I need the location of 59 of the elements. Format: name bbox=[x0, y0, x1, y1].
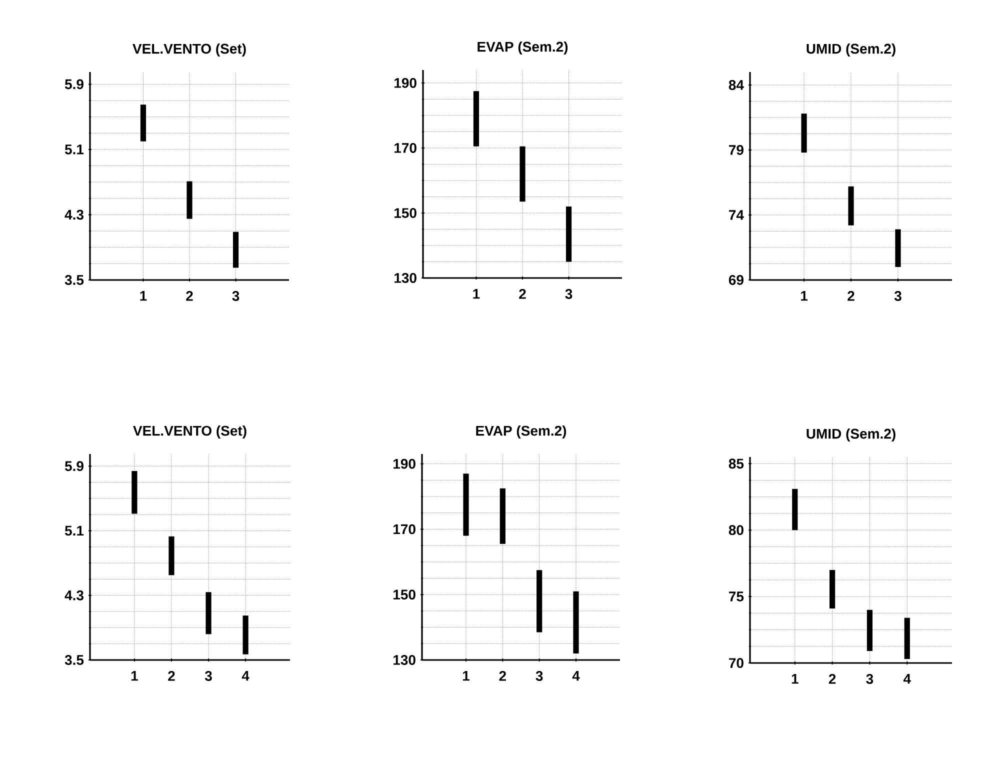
x-tick-label: 3 bbox=[894, 291, 902, 301]
x-tick-label: 4 bbox=[572, 671, 580, 681]
y-tick-label: 150 bbox=[394, 208, 416, 218]
chart-title: UMID (Sem.2) bbox=[806, 428, 896, 442]
y-tick-label: 170 bbox=[394, 524, 416, 534]
bar bbox=[206, 592, 212, 634]
x-tick-label: 1 bbox=[473, 289, 480, 299]
y-tick-label: 5.9 bbox=[64, 79, 84, 90]
y-tick-label: 5.9 bbox=[64, 461, 84, 472]
x-tick-label: 1 bbox=[801, 291, 808, 301]
bar bbox=[848, 186, 854, 226]
x-tick-label: 1 bbox=[792, 674, 798, 684]
y-tick-label: 84 bbox=[728, 80, 744, 90]
y-tick-label: 190 bbox=[394, 458, 416, 469]
y-tick-label: 75 bbox=[729, 592, 744, 602]
y-tick-label: 3.5 bbox=[64, 275, 84, 285]
x-tick-label: 3 bbox=[204, 671, 212, 681]
y-tick-label: 80 bbox=[728, 525, 744, 536]
y-tick-label: 70 bbox=[729, 658, 744, 668]
x-tick-label: 2 bbox=[848, 291, 854, 301]
y-tick-label: 130 bbox=[394, 273, 416, 283]
x-tick-label: 2 bbox=[168, 671, 175, 681]
x-tick-label: 3 bbox=[565, 289, 572, 299]
bar bbox=[500, 488, 506, 544]
x-tick-label: 1 bbox=[140, 291, 147, 301]
bar bbox=[168, 536, 174, 576]
x-tick-label: 3 bbox=[232, 291, 240, 301]
y-tick-label: 170 bbox=[394, 143, 416, 153]
x-tick-label: 2 bbox=[519, 289, 526, 299]
y-tick-label: 4.3 bbox=[64, 590, 84, 600]
bar bbox=[520, 146, 526, 202]
y-tick-label: 4.3 bbox=[64, 210, 84, 220]
y-tick-label: 79 bbox=[729, 145, 744, 155]
y-tick-label: 190 bbox=[394, 78, 416, 88]
x-tick-label: 4 bbox=[903, 674, 911, 684]
bar bbox=[830, 570, 836, 609]
x-tick-label: 3 bbox=[536, 671, 543, 681]
bar bbox=[186, 181, 192, 219]
y-tick-label: 150 bbox=[394, 590, 416, 600]
x-tick-label: 4 bbox=[242, 671, 250, 681]
x-tick-label: 2 bbox=[828, 674, 836, 684]
y-tick-label: 85 bbox=[728, 458, 744, 469]
y-tick-label: 3.5 bbox=[64, 655, 84, 665]
y-tick-label: 74 bbox=[729, 210, 744, 220]
chart-title: VEL.VENTO (Set) bbox=[132, 43, 246, 56]
y-tick-label: 5.1 bbox=[64, 144, 84, 154]
chart-title: UMID (Sem.2) bbox=[806, 43, 896, 56]
bar bbox=[536, 570, 542, 632]
y-tick-label: 69 bbox=[728, 275, 744, 285]
chart-title: EVAP (Sem.2) bbox=[478, 41, 568, 54]
x-tick-label: 2 bbox=[186, 291, 193, 301]
x-tick-label: 1 bbox=[131, 671, 138, 681]
chart-title: VEL.VENTO (Set) bbox=[133, 425, 246, 438]
x-tick-label: 3 bbox=[866, 674, 874, 684]
x-tick-label: 2 bbox=[499, 671, 506, 681]
y-tick-label: 5.1 bbox=[64, 526, 84, 536]
chart-title: EVAP (Sem.2) bbox=[476, 425, 566, 439]
y-tick-label: 130 bbox=[394, 655, 416, 665]
x-tick-label: 1 bbox=[462, 671, 470, 681]
